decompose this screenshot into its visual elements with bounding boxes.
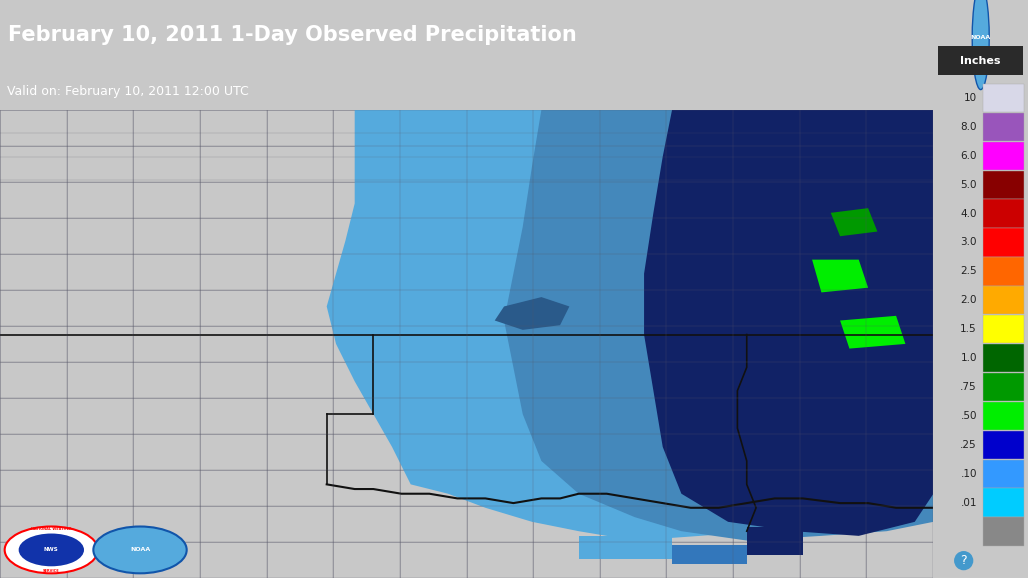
Bar bbox=[983, 228, 1024, 257]
Text: NWS: NWS bbox=[44, 547, 59, 553]
Polygon shape bbox=[645, 110, 933, 536]
Text: 2.0: 2.0 bbox=[960, 295, 977, 305]
Text: NATIONAL WEATHER: NATIONAL WEATHER bbox=[31, 527, 72, 531]
Text: 10: 10 bbox=[964, 93, 977, 103]
Text: Inches: Inches bbox=[960, 55, 1001, 66]
Bar bbox=[746, 527, 803, 555]
Circle shape bbox=[94, 527, 187, 573]
Bar bbox=[983, 199, 1024, 228]
Text: .01: .01 bbox=[960, 498, 977, 507]
Text: February 10, 2011 1-Day Observed Precipitation: February 10, 2011 1-Day Observed Precipi… bbox=[8, 25, 577, 45]
Text: ?: ? bbox=[960, 554, 967, 567]
Text: 6.0: 6.0 bbox=[960, 151, 977, 161]
Text: .10: .10 bbox=[960, 469, 977, 479]
Text: SERVICE: SERVICE bbox=[43, 569, 60, 573]
Bar bbox=[983, 431, 1024, 459]
Text: .75: .75 bbox=[960, 382, 977, 392]
Bar bbox=[983, 286, 1024, 314]
Polygon shape bbox=[831, 208, 878, 236]
Bar bbox=[983, 113, 1024, 141]
Bar bbox=[983, 460, 1024, 488]
Text: 1.5: 1.5 bbox=[960, 324, 977, 334]
Bar bbox=[579, 536, 672, 560]
Bar bbox=[983, 142, 1024, 170]
Text: NOAA: NOAA bbox=[130, 547, 150, 553]
Circle shape bbox=[19, 533, 84, 566]
Bar bbox=[983, 517, 1024, 546]
Text: 4.0: 4.0 bbox=[960, 209, 977, 218]
Text: 2.5: 2.5 bbox=[960, 266, 977, 276]
Text: 8.0: 8.0 bbox=[960, 122, 977, 132]
Polygon shape bbox=[504, 110, 933, 540]
Text: .50: .50 bbox=[960, 411, 977, 421]
Bar bbox=[672, 545, 746, 564]
Polygon shape bbox=[494, 297, 570, 330]
Bar bbox=[983, 488, 1024, 517]
Bar bbox=[939, 46, 1023, 75]
Text: 3.0: 3.0 bbox=[960, 238, 977, 247]
Text: NOAA: NOAA bbox=[970, 35, 991, 40]
Text: .25: .25 bbox=[960, 440, 977, 450]
Text: 5.0: 5.0 bbox=[960, 180, 977, 190]
Circle shape bbox=[972, 0, 989, 90]
Polygon shape bbox=[812, 260, 868, 292]
Bar bbox=[983, 171, 1024, 199]
Polygon shape bbox=[327, 110, 933, 540]
Bar bbox=[983, 344, 1024, 372]
Bar bbox=[983, 373, 1024, 401]
Text: 1.0: 1.0 bbox=[960, 353, 977, 363]
Bar bbox=[983, 315, 1024, 343]
Circle shape bbox=[5, 527, 98, 573]
Polygon shape bbox=[840, 316, 906, 349]
Bar bbox=[983, 84, 1024, 112]
Bar bbox=[983, 402, 1024, 430]
Bar bbox=[983, 257, 1024, 286]
Text: Valid on: February 10, 2011 12:00 UTC: Valid on: February 10, 2011 12:00 UTC bbox=[7, 84, 249, 98]
